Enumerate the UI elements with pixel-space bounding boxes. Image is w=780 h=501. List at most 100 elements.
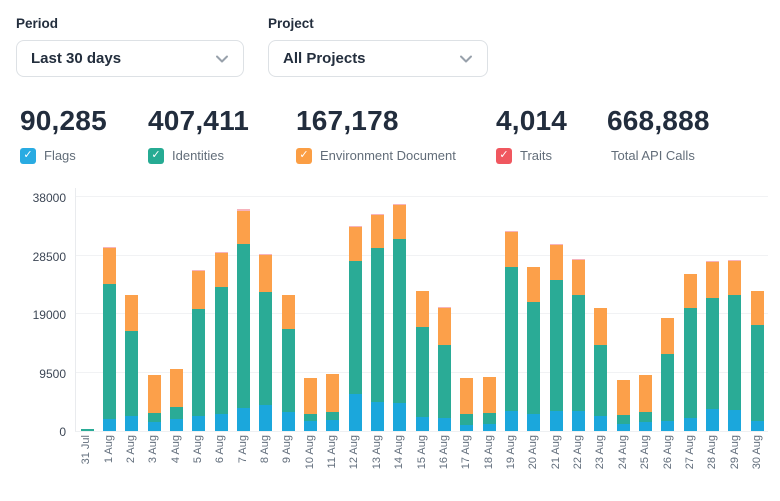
x-axis-label: 21 Aug (549, 435, 562, 470)
bar-16-aug[interactable] (433, 188, 455, 431)
segment-traits (504, 231, 518, 232)
segment-environment-document (594, 308, 608, 345)
bar-20-aug[interactable] (523, 188, 545, 431)
segment-flags (437, 418, 451, 431)
segment-identities (594, 345, 608, 416)
x-axis-label: 20 Aug (527, 435, 540, 470)
segment-environment-document (326, 374, 340, 412)
segment-identities (326, 412, 340, 420)
x-axis-label: 16 Aug (437, 435, 450, 470)
segment-environment-document (504, 232, 518, 267)
x-axis-label: 4 Aug (169, 435, 182, 464)
bar-4-aug[interactable] (165, 188, 187, 431)
stat-environment-document-value: 167,178 (296, 105, 399, 136)
bar-7-aug[interactable] (232, 188, 254, 431)
segment-environment-document (236, 211, 250, 244)
bar-22-aug[interactable] (567, 188, 589, 431)
period-dropdown-value: Last 30 days (31, 50, 122, 67)
stat-flags-label: Flags (44, 148, 76, 163)
segment-identities (482, 413, 496, 424)
project-dropdown[interactable]: All Projects (268, 40, 488, 77)
bar-23-aug[interactable] (590, 188, 612, 431)
bar-27-aug[interactable] (679, 188, 701, 431)
bar-26-aug[interactable] (657, 188, 679, 431)
segment-identities (169, 407, 183, 419)
environment-document-checkbox[interactable]: ✓ (296, 147, 312, 164)
api-usage-chart: 0 9500 19000 28500 38000 31 Jul 1 Aug 2 Aug 3 A… (0, 188, 780, 487)
segment-environment-document (527, 267, 541, 302)
bar-17-aug[interactable] (456, 188, 478, 431)
y-axis: 0 9500 19000 28500 38000 (0, 188, 75, 439)
y-axis-tick-label: 28500 (32, 249, 66, 264)
stat-total-api-calls-label: Total API Calls (611, 148, 695, 163)
bar-24-aug[interactable] (612, 188, 634, 431)
bar-10-aug[interactable] (299, 188, 321, 431)
bar-3-aug[interactable] (143, 188, 165, 431)
segment-environment-document (482, 377, 496, 413)
bar-25-aug[interactable] (634, 188, 656, 431)
x-axis-label: 15 Aug (415, 435, 428, 470)
bar-12-aug[interactable] (344, 188, 366, 431)
segment-identities (214, 287, 228, 414)
bar-2-aug[interactable] (121, 188, 143, 431)
chevron-down-icon (216, 55, 228, 62)
segment-identities (303, 414, 317, 421)
stat-identities-value: 407,411 (148, 105, 250, 136)
segment-identities (705, 298, 719, 409)
bar-30-aug[interactable] (746, 188, 768, 431)
identities-checkbox[interactable]: ✓ (148, 147, 164, 164)
bar-13-aug[interactable] (366, 188, 388, 431)
segment-flags (683, 418, 697, 431)
y-axis-tick-label: 9500 (39, 366, 66, 381)
segment-traits (393, 204, 407, 205)
segment-flags (616, 424, 630, 431)
stat-traits: 4,014 ✓ Traits (496, 103, 567, 164)
segment-flags (303, 421, 317, 431)
segment-identities (460, 414, 474, 425)
bar-5-aug[interactable] (188, 188, 210, 431)
bar-9-aug[interactable] (277, 188, 299, 431)
stat-flags-value: 90,285 (20, 105, 107, 136)
flags-checkbox[interactable]: ✓ (20, 147, 36, 164)
segment-environment-document (683, 274, 697, 308)
segment-environment-document (705, 262, 719, 298)
x-axis-label: 3 Aug (147, 435, 160, 464)
x-axis-label: 9 Aug (281, 435, 294, 464)
segment-flags (348, 394, 362, 431)
bar-29-aug[interactable] (724, 188, 746, 431)
bar-31-jul[interactable] (76, 188, 98, 431)
x-axis-label: 14 Aug (393, 435, 406, 470)
segment-traits (571, 259, 585, 260)
project-dropdown-value: All Projects (283, 50, 366, 67)
segment-identities (527, 302, 541, 414)
bar-21-aug[interactable] (545, 188, 567, 431)
stat-identities-label: Identities (172, 148, 225, 163)
traits-checkbox[interactable]: ✓ (496, 147, 512, 164)
bar-18-aug[interactable] (478, 188, 500, 431)
bar-6-aug[interactable] (210, 188, 232, 431)
bar-15-aug[interactable] (411, 188, 433, 431)
segment-traits (236, 209, 250, 211)
segment-identities (728, 295, 742, 410)
x-axis-label: 10 Aug (303, 435, 316, 470)
x-axis-label: 13 Aug (370, 435, 383, 470)
segment-traits (214, 252, 228, 253)
bar-28-aug[interactable] (701, 188, 723, 431)
bar-14-aug[interactable] (389, 188, 411, 431)
x-axis-label: 31 Jul (80, 435, 93, 465)
bar-19-aug[interactable] (500, 188, 522, 431)
period-dropdown[interactable]: Last 30 days (16, 40, 244, 77)
bar-8-aug[interactable] (255, 188, 277, 431)
segment-environment-document (437, 308, 451, 345)
x-axis-label: 26 Aug (661, 435, 674, 470)
y-axis-tick-label: 38000 (32, 191, 66, 205)
bar-1-aug[interactable] (98, 188, 120, 431)
x-axis: 31 Jul 1 Aug 2 Aug 3 Aug 4 Aug 5 Aug 6 Aug 7 Au… (75, 435, 768, 487)
bar-11-aug[interactable] (322, 188, 344, 431)
x-axis-label: 24 Aug (616, 435, 629, 470)
segment-flags (281, 412, 295, 431)
segment-flags (460, 425, 474, 431)
segment-flags (102, 419, 116, 431)
segment-traits (370, 214, 384, 215)
segment-identities (348, 261, 362, 394)
